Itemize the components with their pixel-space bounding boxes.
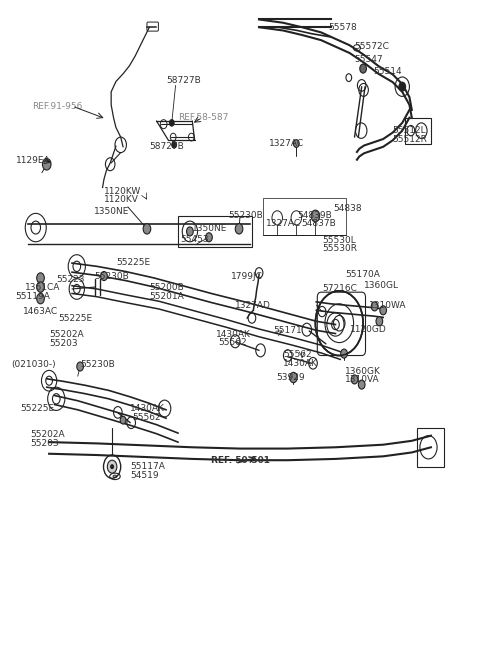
Circle shape — [42, 158, 51, 170]
Text: 55530L: 55530L — [322, 236, 356, 245]
Circle shape — [36, 293, 44, 304]
Text: 1310WA: 1310WA — [369, 300, 407, 310]
Text: 55578: 55578 — [328, 23, 357, 32]
Text: 55202A: 55202A — [30, 430, 65, 439]
Circle shape — [293, 140, 299, 147]
Circle shape — [108, 460, 117, 473]
Circle shape — [351, 375, 358, 384]
Text: 55562: 55562 — [218, 338, 247, 347]
Text: 55572C: 55572C — [355, 42, 389, 51]
Text: 1360GK: 1360GK — [345, 367, 381, 376]
Text: 1360GL: 1360GL — [364, 281, 399, 290]
Text: 54837B: 54837B — [301, 219, 336, 228]
Text: 1430AK: 1430AK — [130, 404, 165, 413]
Text: REF.91-956: REF.91-956 — [33, 102, 83, 110]
Text: 55203: 55203 — [30, 439, 59, 448]
Circle shape — [169, 119, 174, 126]
Circle shape — [205, 233, 212, 242]
Text: 1120KW: 1120KW — [104, 187, 141, 196]
Circle shape — [371, 302, 378, 311]
Text: 55514: 55514 — [373, 67, 402, 76]
Text: 1463AC: 1463AC — [23, 307, 58, 316]
Text: 57216C: 57216C — [322, 284, 357, 293]
Circle shape — [36, 273, 44, 283]
Circle shape — [120, 416, 126, 424]
Text: 54838: 54838 — [333, 204, 362, 213]
Text: 55225E: 55225E — [116, 258, 150, 267]
Text: 1120GD: 1120GD — [350, 325, 386, 334]
Text: 1327AD: 1327AD — [235, 300, 271, 310]
Text: 58727B: 58727B — [149, 141, 184, 151]
Circle shape — [399, 82, 406, 92]
Text: 1327AC: 1327AC — [269, 139, 304, 148]
Circle shape — [235, 224, 243, 234]
Text: 53929: 53929 — [276, 373, 304, 382]
Circle shape — [359, 380, 365, 389]
Bar — [178, 216, 252, 247]
Text: 55170A: 55170A — [345, 269, 380, 278]
Ellipse shape — [110, 473, 120, 480]
Circle shape — [143, 224, 151, 234]
Text: 1350NE: 1350NE — [192, 225, 228, 234]
Text: 55119A: 55119A — [16, 291, 50, 300]
Text: 54839B: 54839B — [297, 212, 332, 221]
Text: 1799JC: 1799JC — [230, 271, 263, 280]
Text: REF.58-587: REF.58-587 — [178, 113, 228, 122]
Bar — [263, 198, 347, 236]
FancyBboxPatch shape — [147, 22, 158, 31]
Text: 55225E: 55225E — [21, 404, 55, 413]
Text: 1129EA: 1129EA — [16, 156, 50, 165]
Circle shape — [360, 64, 366, 73]
Text: 55512R: 55512R — [393, 135, 428, 144]
Circle shape — [289, 373, 297, 383]
Text: 55562: 55562 — [283, 350, 312, 359]
Text: 1350NE: 1350NE — [95, 207, 130, 216]
Text: 58727B: 58727B — [166, 76, 201, 85]
Text: REF. 50-501: REF. 50-501 — [211, 456, 270, 465]
Text: 55171: 55171 — [274, 326, 302, 336]
Circle shape — [380, 306, 386, 315]
Text: 55230B: 55230B — [228, 212, 263, 221]
FancyBboxPatch shape — [317, 292, 365, 356]
Text: 1310VA: 1310VA — [345, 375, 380, 384]
Circle shape — [36, 282, 44, 292]
Text: 55562: 55562 — [132, 413, 161, 422]
Text: 55453: 55453 — [180, 235, 209, 243]
Text: 1120KV: 1120KV — [104, 195, 139, 204]
Text: 55230B: 55230B — [95, 271, 129, 280]
Text: 54519: 54519 — [130, 471, 159, 480]
Text: 55117A: 55117A — [130, 462, 165, 471]
Text: 55202A: 55202A — [49, 330, 84, 339]
Ellipse shape — [113, 475, 117, 478]
Circle shape — [77, 362, 84, 371]
Text: 1327AC: 1327AC — [266, 219, 301, 228]
Circle shape — [311, 210, 320, 222]
Text: 55223: 55223 — [56, 275, 85, 284]
Circle shape — [187, 227, 193, 236]
Text: 55547: 55547 — [355, 55, 383, 64]
Text: 55512L: 55512L — [393, 126, 426, 135]
Text: 1430AK: 1430AK — [216, 330, 251, 339]
Text: 55225E: 55225E — [59, 313, 93, 323]
Text: (021030-): (021030-) — [11, 360, 56, 369]
Text: 55200B: 55200B — [149, 282, 184, 291]
Bar — [405, 117, 431, 143]
Text: 55201A: 55201A — [149, 291, 184, 300]
Circle shape — [111, 465, 114, 469]
Text: 1361CA: 1361CA — [25, 282, 60, 291]
Text: 55530R: 55530R — [322, 245, 357, 253]
Text: 1430AK: 1430AK — [283, 359, 318, 368]
Text: 55230B: 55230B — [80, 360, 115, 369]
Bar — [417, 428, 444, 467]
Text: 55203: 55203 — [49, 339, 78, 349]
Circle shape — [341, 349, 348, 358]
Circle shape — [101, 271, 108, 280]
Ellipse shape — [353, 45, 360, 51]
Circle shape — [172, 141, 177, 148]
Circle shape — [376, 317, 383, 326]
